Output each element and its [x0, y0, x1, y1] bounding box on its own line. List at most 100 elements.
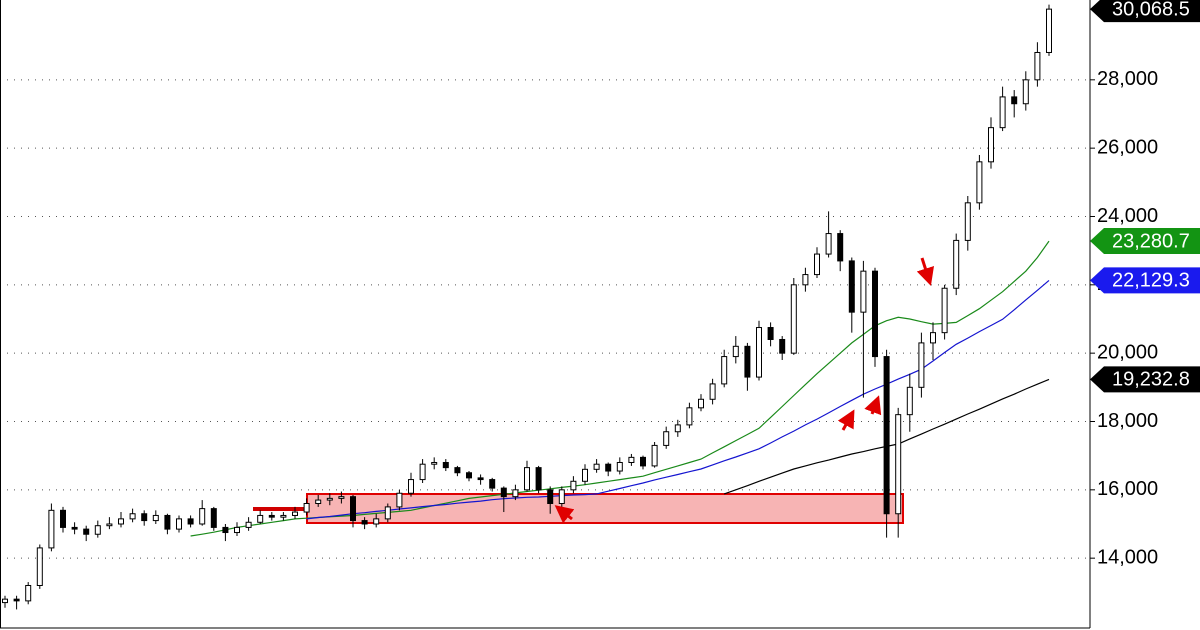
- candle-body: [895, 414, 902, 515]
- arrow: [837, 409, 855, 431]
- candle-body: [489, 479, 496, 489]
- candle-body: [779, 338, 786, 354]
- candle-body: [419, 463, 426, 481]
- candle-body: [616, 461, 623, 472]
- candle-body: [338, 496, 345, 499]
- candle-body: [396, 492, 403, 508]
- candle-body: [744, 345, 751, 378]
- candle-body: [280, 514, 287, 518]
- candle-body: [500, 487, 507, 498]
- candle-body: [651, 444, 658, 467]
- candle-body: [953, 239, 960, 289]
- candle-body: [1022, 79, 1029, 105]
- y-tick-label: 18,000: [1097, 410, 1158, 432]
- candle-body: [1046, 8, 1052, 53]
- candle-body: [234, 526, 240, 534]
- candle-body: [674, 424, 681, 433]
- candle-body: [883, 356, 890, 515]
- candle-body: [268, 514, 275, 518]
- candle-body: [384, 506, 391, 520]
- y-tick-label: 16,000: [1097, 478, 1158, 500]
- candle-body: [732, 345, 739, 358]
- candle-body: [686, 407, 693, 426]
- candle-body: [326, 497, 333, 501]
- y-tick-label: 14,000: [1097, 546, 1158, 568]
- candle-body: [13, 598, 20, 602]
- candle-body: [245, 521, 252, 528]
- candle-body: [906, 386, 913, 416]
- y-tick-label: 20,000: [1097, 341, 1158, 363]
- candle-body: [373, 518, 380, 525]
- candle-body: [187, 518, 194, 525]
- arrow: [554, 505, 575, 524]
- candle-body: [60, 509, 66, 528]
- candle-body: [535, 467, 542, 491]
- candle-body: [129, 513, 136, 520]
- plot: [2, 4, 1052, 610]
- y-tick-label: 26,000: [1097, 136, 1158, 158]
- arrow: [916, 257, 935, 286]
- candle-body: [176, 518, 182, 530]
- candle-body: [466, 472, 472, 479]
- candle-body: [593, 463, 600, 470]
- candle-body: [152, 514, 159, 522]
- candle-body: [350, 496, 356, 522]
- candle-body: [709, 383, 716, 400]
- candle-body: [442, 461, 449, 469]
- y-tick-label: 28,000: [1097, 68, 1158, 90]
- candle-body: [524, 467, 530, 491]
- candle-body: [802, 274, 809, 286]
- candle-body: [1011, 96, 1018, 105]
- candle-body: [408, 479, 414, 494]
- arrow: [864, 395, 882, 416]
- candle-body: [698, 398, 704, 409]
- candle-body: [71, 526, 78, 530]
- candle-body: [292, 511, 298, 516]
- grid: [0, 79, 1090, 559]
- price-tag-label: 30,068.5: [1112, 0, 1190, 20]
- moving-average: [190, 240, 1050, 537]
- candle-body: [918, 342, 925, 388]
- candle-body: [640, 456, 646, 467]
- price-tag: [1090, 0, 1200, 23]
- moving-average: [306, 279, 1050, 520]
- candle-body: [118, 518, 124, 525]
- candle-body: [477, 477, 484, 481]
- candle-body: [663, 431, 670, 446]
- candle-body: [872, 270, 878, 358]
- candle-body: [767, 327, 774, 340]
- candle-body: [825, 233, 832, 255]
- candle-body: [547, 489, 554, 504]
- candle-body: [512, 489, 519, 498]
- candle-body: [106, 523, 113, 527]
- candle-body: [48, 509, 55, 549]
- candle-body: [257, 514, 264, 523]
- candle-body: [1034, 51, 1041, 81]
- candle-body: [222, 526, 229, 534]
- y-axis: 14,00016,00018,00020,00022,00024,00026,0…: [1090, 68, 1158, 568]
- candle-body: [210, 508, 217, 528]
- candle-body: [361, 520, 368, 525]
- price-tag-label: 19,232.8: [1112, 369, 1190, 391]
- candle-body: [988, 127, 994, 163]
- candle-body: [83, 528, 90, 535]
- candle-body: [814, 253, 820, 276]
- price-tag: [1090, 228, 1200, 255]
- candle-body: [558, 489, 565, 504]
- candle-body: [941, 287, 948, 334]
- candle-body: [36, 547, 43, 586]
- price-tags: 30,068.5 23,280.7 22,129.3 19,232.8: [1090, 0, 1200, 393]
- candle-body: [199, 508, 206, 525]
- candle-body: [303, 502, 310, 513]
- candle-body: [976, 161, 983, 204]
- candle-body: [628, 456, 635, 463]
- candle-body: [141, 513, 148, 522]
- candle-body: [721, 356, 728, 385]
- candle-body: [964, 202, 971, 241]
- y-tick-label: 24,000: [1097, 205, 1158, 227]
- candle-body: [582, 468, 588, 482]
- candle-body: [25, 584, 32, 602]
- candle-body: [790, 284, 797, 354]
